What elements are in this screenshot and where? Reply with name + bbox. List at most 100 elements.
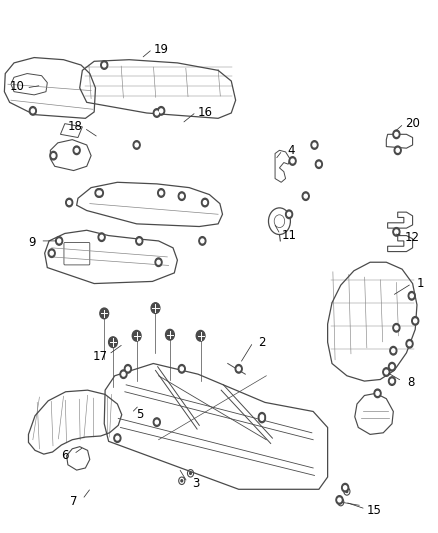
Text: 16: 16 [198, 107, 212, 119]
Circle shape [155, 111, 159, 115]
Circle shape [396, 148, 399, 152]
Text: 5: 5 [137, 408, 144, 421]
Circle shape [389, 377, 396, 385]
Circle shape [56, 237, 63, 245]
Circle shape [201, 239, 204, 243]
Text: 2: 2 [258, 336, 266, 349]
Circle shape [132, 330, 141, 341]
Text: 3: 3 [193, 478, 200, 490]
Circle shape [203, 200, 207, 205]
Circle shape [196, 330, 205, 341]
Circle shape [394, 146, 401, 155]
Circle shape [66, 198, 73, 207]
Circle shape [286, 210, 293, 219]
Circle shape [155, 258, 162, 266]
Text: 19: 19 [154, 43, 169, 55]
Circle shape [100, 308, 109, 319]
Circle shape [50, 251, 53, 255]
Circle shape [406, 340, 413, 348]
Circle shape [57, 239, 61, 243]
Circle shape [153, 109, 160, 117]
Circle shape [178, 192, 185, 200]
Circle shape [390, 379, 394, 383]
Circle shape [97, 191, 100, 195]
Circle shape [389, 362, 396, 371]
Circle shape [410, 294, 413, 298]
Circle shape [392, 349, 395, 353]
Circle shape [342, 483, 349, 492]
Circle shape [289, 157, 296, 165]
Circle shape [133, 141, 140, 149]
Circle shape [413, 319, 417, 323]
Circle shape [260, 415, 264, 419]
Circle shape [408, 342, 411, 346]
Circle shape [346, 490, 348, 492]
Circle shape [75, 148, 78, 152]
Circle shape [138, 239, 141, 243]
Circle shape [155, 420, 159, 424]
Circle shape [390, 365, 394, 369]
Text: 4: 4 [287, 144, 295, 157]
Circle shape [190, 472, 191, 474]
Circle shape [313, 143, 316, 147]
Text: 1: 1 [417, 277, 424, 290]
Text: 8: 8 [407, 376, 414, 389]
Circle shape [166, 329, 174, 340]
Circle shape [135, 143, 138, 147]
Text: 9: 9 [28, 236, 35, 249]
Circle shape [235, 365, 242, 373]
Circle shape [67, 200, 71, 205]
Circle shape [31, 109, 35, 113]
Circle shape [136, 237, 143, 245]
Circle shape [317, 162, 321, 166]
Circle shape [376, 391, 379, 395]
Circle shape [302, 192, 309, 200]
Circle shape [98, 233, 105, 241]
Circle shape [109, 337, 117, 348]
Text: 10: 10 [10, 80, 25, 93]
Circle shape [390, 346, 397, 355]
Circle shape [102, 63, 106, 67]
Text: 20: 20 [405, 117, 420, 130]
Circle shape [260, 416, 264, 421]
Circle shape [374, 389, 381, 398]
Circle shape [116, 436, 119, 440]
Circle shape [408, 292, 415, 300]
Circle shape [50, 151, 57, 160]
Circle shape [122, 372, 125, 376]
Text: 12: 12 [404, 231, 419, 244]
Circle shape [393, 130, 400, 139]
Circle shape [96, 189, 103, 197]
Text: 11: 11 [282, 229, 297, 242]
Circle shape [385, 370, 388, 374]
Circle shape [393, 228, 400, 236]
Circle shape [343, 486, 347, 490]
Text: 6: 6 [61, 449, 69, 462]
Circle shape [101, 61, 108, 69]
Circle shape [395, 230, 398, 234]
Circle shape [98, 191, 102, 195]
Circle shape [180, 367, 184, 371]
Circle shape [336, 496, 343, 504]
Circle shape [95, 189, 102, 197]
Circle shape [120, 370, 127, 378]
Text: 18: 18 [68, 120, 83, 133]
Circle shape [153, 418, 160, 426]
Circle shape [48, 249, 55, 257]
Circle shape [383, 368, 390, 376]
Circle shape [412, 317, 419, 325]
Circle shape [52, 154, 55, 158]
Circle shape [395, 132, 398, 136]
Circle shape [157, 260, 160, 264]
Circle shape [114, 434, 121, 442]
Circle shape [151, 303, 160, 313]
Circle shape [395, 326, 398, 330]
Circle shape [124, 365, 131, 373]
Circle shape [201, 198, 208, 207]
Circle shape [181, 480, 183, 482]
Circle shape [158, 189, 165, 197]
Circle shape [237, 367, 240, 371]
Circle shape [393, 324, 400, 332]
Circle shape [340, 501, 342, 503]
Circle shape [315, 160, 322, 168]
